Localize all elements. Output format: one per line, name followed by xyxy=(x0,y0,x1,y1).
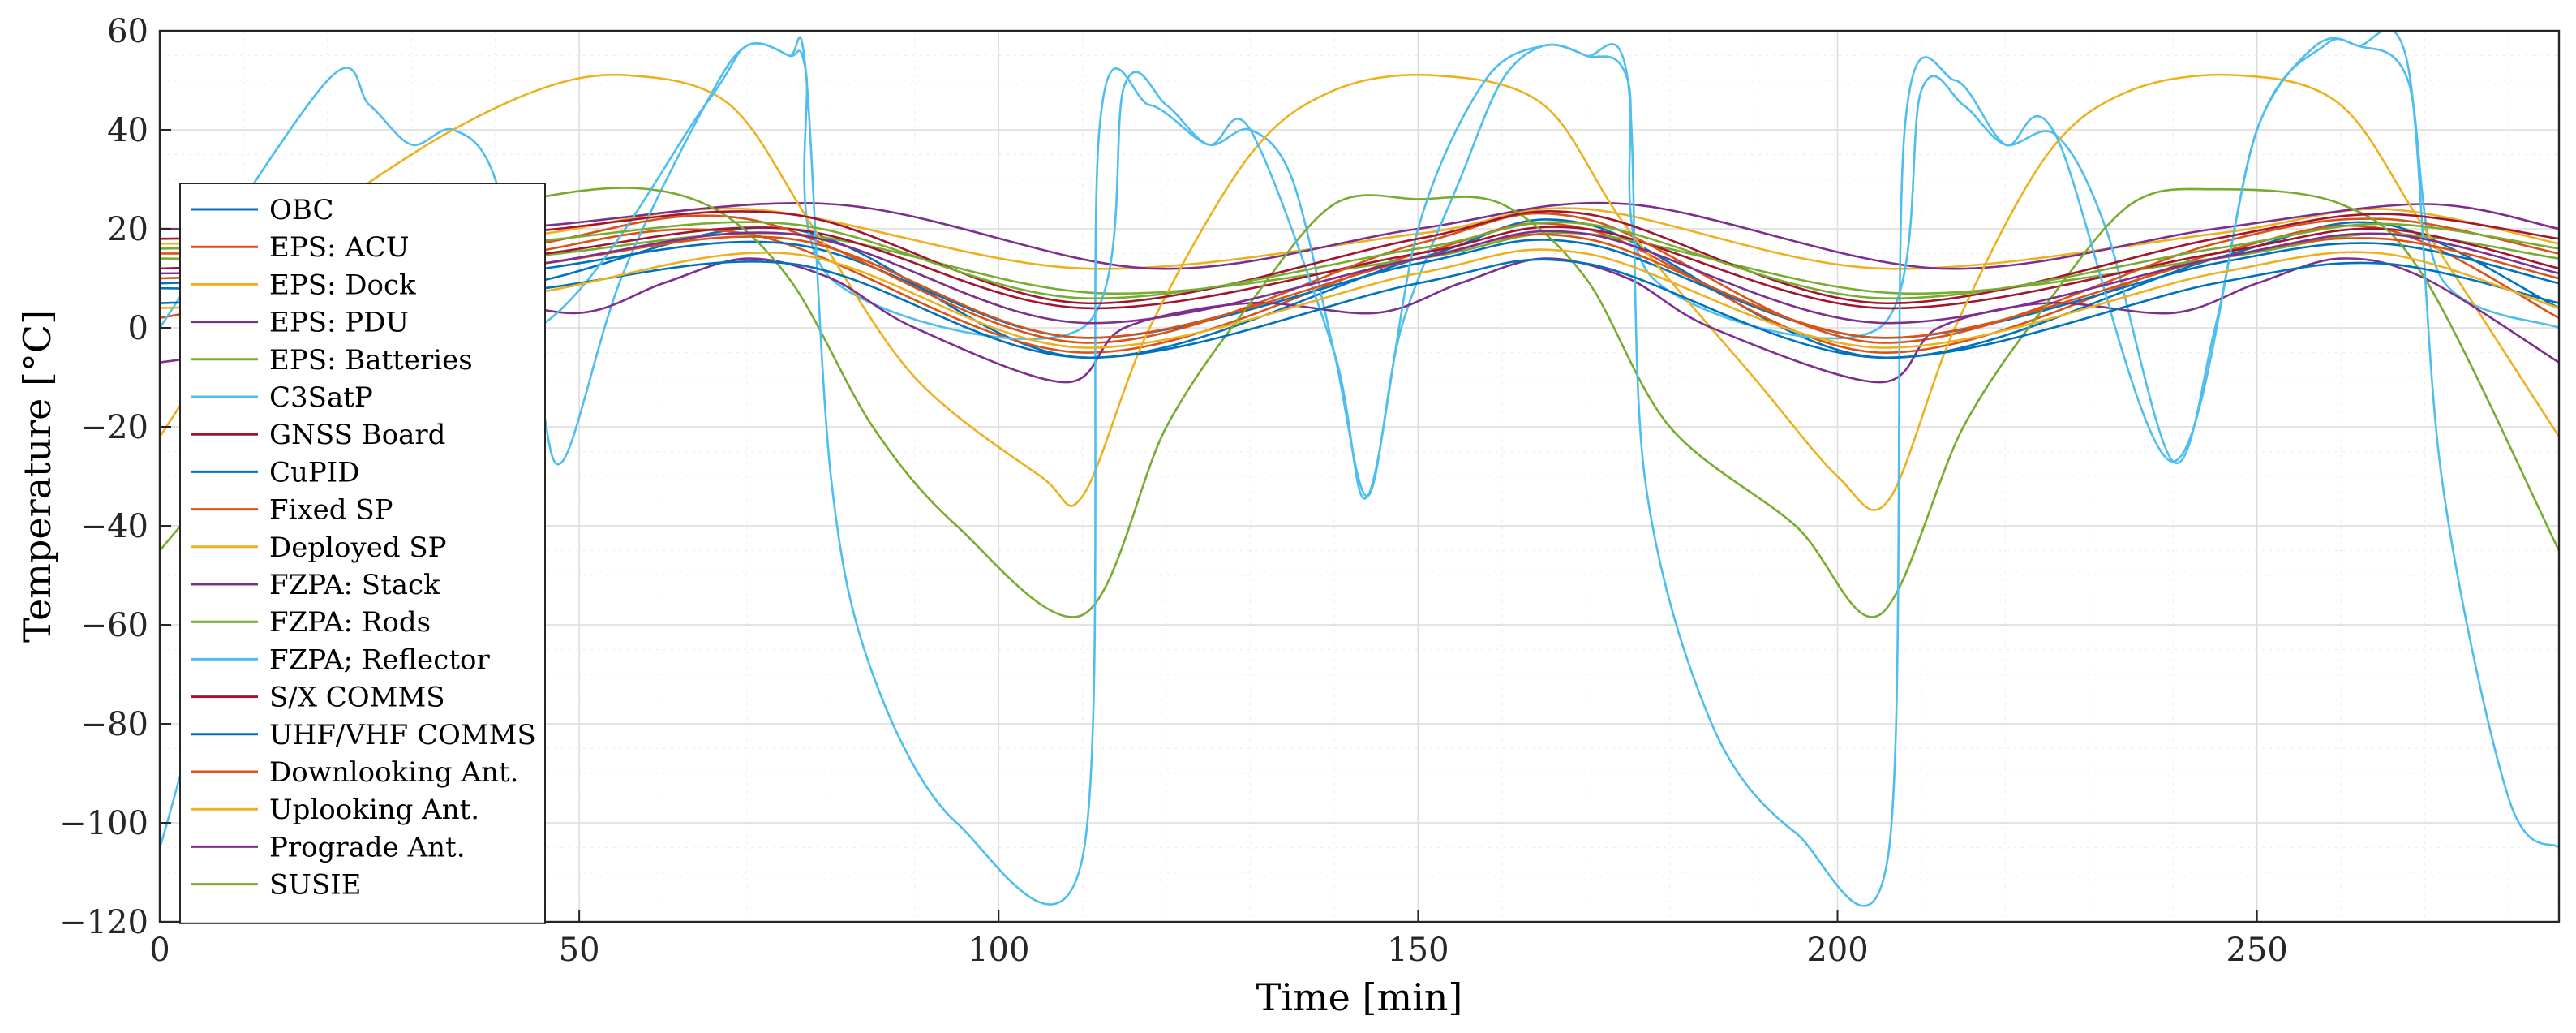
y-tick-label: −20 xyxy=(80,409,148,446)
legend-label-prograde-ant: Prograde Ant. xyxy=(269,831,466,863)
x-tick-label: 150 xyxy=(1387,932,1449,969)
x-tick-label: 250 xyxy=(2226,932,2287,969)
series-line-deployed-sp xyxy=(160,73,2559,511)
axes-box xyxy=(158,29,2561,923)
y-tick-label: −120 xyxy=(59,904,148,941)
series-line-cupid xyxy=(160,239,2559,339)
y-axis-label: Temperature [°C] xyxy=(15,310,59,643)
y-tick-label: 20 xyxy=(107,211,148,248)
y-tick-label: 40 xyxy=(107,112,148,149)
y-tick-label: 60 xyxy=(107,13,148,50)
y-tick-label: −100 xyxy=(59,805,148,842)
legend-label-downlooking-ant: Downlooking Ant. xyxy=(269,756,518,789)
legend-label-eps-pdu: EPS: PDU xyxy=(269,307,409,339)
legend-label-fzpa-reflector: FZPA; Reflector xyxy=(269,643,490,676)
x-tick-label: 50 xyxy=(559,932,600,969)
legend-label-deployed-sp: Deployed SP xyxy=(269,532,447,564)
legend-label-susie: SUSIE xyxy=(269,869,362,902)
series-line-fzpa-stack xyxy=(160,257,2559,384)
y-tick-label: −80 xyxy=(80,706,148,743)
legend-label-s-x-comms: S/X COMMS xyxy=(269,682,445,714)
legend-label-c3satp: C3SatP xyxy=(269,381,373,414)
series-line-eps-pdu xyxy=(160,201,2559,270)
legend-label-uplooking-ant: Uplooking Ant. xyxy=(269,794,479,826)
series-line-susie xyxy=(160,221,2559,300)
legend-label-uhf-vhf-comms: UHF/VHF COMMS xyxy=(269,719,536,751)
legend-label-obc: OBC xyxy=(269,194,334,226)
legend-label-cupid: CuPID xyxy=(269,456,359,489)
series-line-eps-batteries xyxy=(160,231,2559,295)
legend-label-gnss-board: GNSS Board xyxy=(269,419,445,451)
x-axis-label: Time [min] xyxy=(1256,975,1463,1019)
series-line-prograde-ant xyxy=(160,230,2559,325)
legend-box xyxy=(179,183,546,924)
legend-label-fixed-sp: Fixed SP xyxy=(269,494,393,527)
x-tick-label: 200 xyxy=(1806,932,1868,969)
legend-label-fzpa-stack: FZPA: Stack xyxy=(269,569,440,601)
legend-label-eps-batteries: EPS: Batteries xyxy=(269,344,473,377)
legend-label-fzpa-rods: FZPA: Rods xyxy=(269,606,431,639)
series-line-gnss-board xyxy=(160,226,2559,310)
legend: OBC EPS: ACU EPS: Dock EPS: PDU EPS: Batteri… xyxy=(179,183,546,924)
series-line-s-x-comms xyxy=(160,210,2559,305)
legend-label-eps-dock: EPS: Dock xyxy=(269,269,416,301)
y-tick-label: −40 xyxy=(80,508,148,545)
y-tick-label: 0 xyxy=(128,310,148,347)
y-tick-label: −60 xyxy=(80,607,148,644)
series-line-fzpa-reflector xyxy=(160,31,2559,907)
series-lines xyxy=(160,31,2559,907)
legend-label-eps-acu: EPS: ACU xyxy=(269,231,409,264)
series-line-uplooking-ant xyxy=(160,248,2559,349)
x-tick-label: 0 xyxy=(149,932,170,969)
axis-ticks: 0 50 100 150 200 250 −120 −100 −80 −60 −40 −20 0 20 40… xyxy=(59,13,2288,969)
series-line-fzpa-rods xyxy=(160,187,2559,618)
x-tick-label: 100 xyxy=(968,932,1029,969)
